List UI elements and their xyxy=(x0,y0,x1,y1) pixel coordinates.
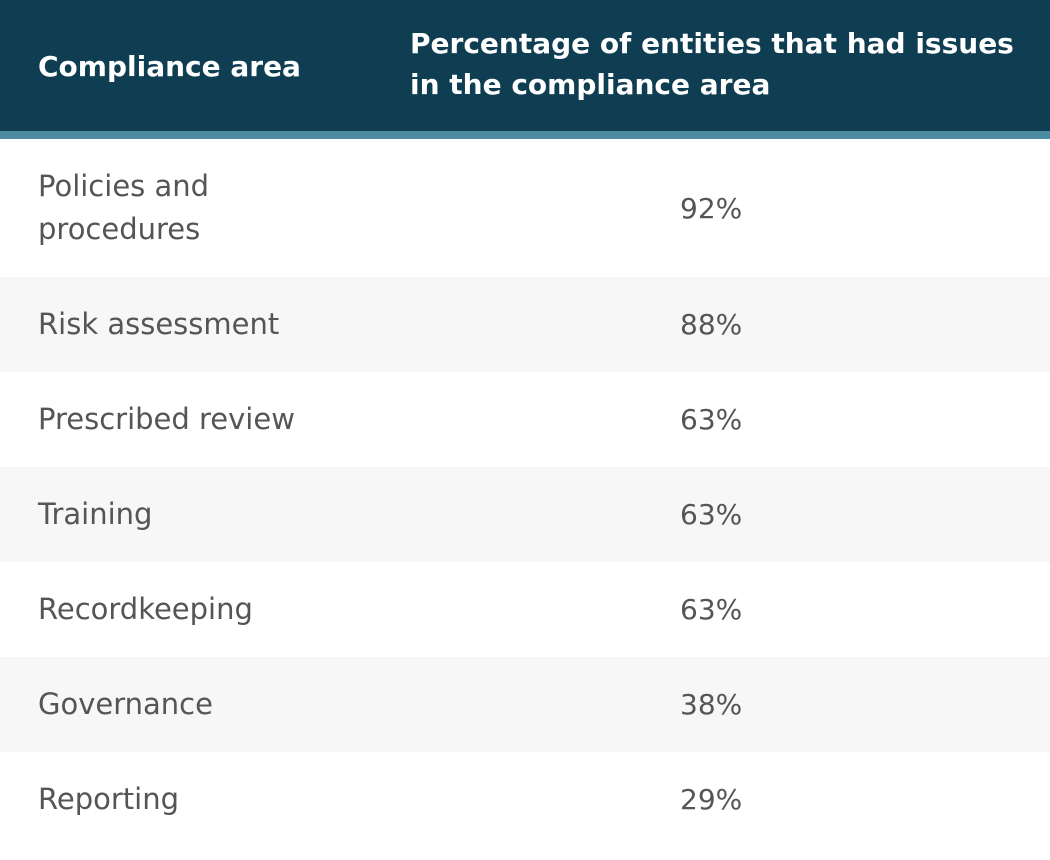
table-row: Risk assessment 88% xyxy=(0,277,1050,372)
row-percentage: 38% xyxy=(680,688,743,721)
header-compliance-area: Compliance area xyxy=(38,49,301,83)
row-compliance-area: Risk assessment xyxy=(38,307,280,341)
row-percentage: 63% xyxy=(680,498,743,531)
row-compliance-area: Governance xyxy=(38,687,213,721)
table-row: Governance 38% xyxy=(0,657,1050,752)
row-compliance-area: Training xyxy=(38,497,153,531)
row-compliance-area: Prescribed review xyxy=(38,402,295,436)
row-compliance-area: Recordkeeping xyxy=(38,592,253,626)
table-header: Compliance area Percentage of entities t… xyxy=(0,0,1050,131)
table-body: Policies and procedures 92% Risk assessm… xyxy=(0,139,1050,847)
row-percentage: 63% xyxy=(680,593,743,626)
table-row: Policies and procedures 92% xyxy=(0,139,1050,277)
row-percentage: 88% xyxy=(680,308,743,341)
row-compliance-area: Policies and procedures xyxy=(38,169,210,246)
row-percentage: 92% xyxy=(680,191,743,225)
table-row: Reporting 29% xyxy=(0,752,1050,847)
row-percentage: 63% xyxy=(680,403,743,436)
header-percentage: Percentage of entities that had issues i… xyxy=(410,27,1014,101)
header-accent-bar xyxy=(0,131,1050,139)
table-row: Recordkeeping 63% xyxy=(0,562,1050,657)
row-compliance-area: Reporting xyxy=(38,782,179,816)
row-percentage: 29% xyxy=(680,783,743,816)
table-row: Prescribed review 63% xyxy=(0,372,1050,467)
table-row: Training 63% xyxy=(0,467,1050,562)
